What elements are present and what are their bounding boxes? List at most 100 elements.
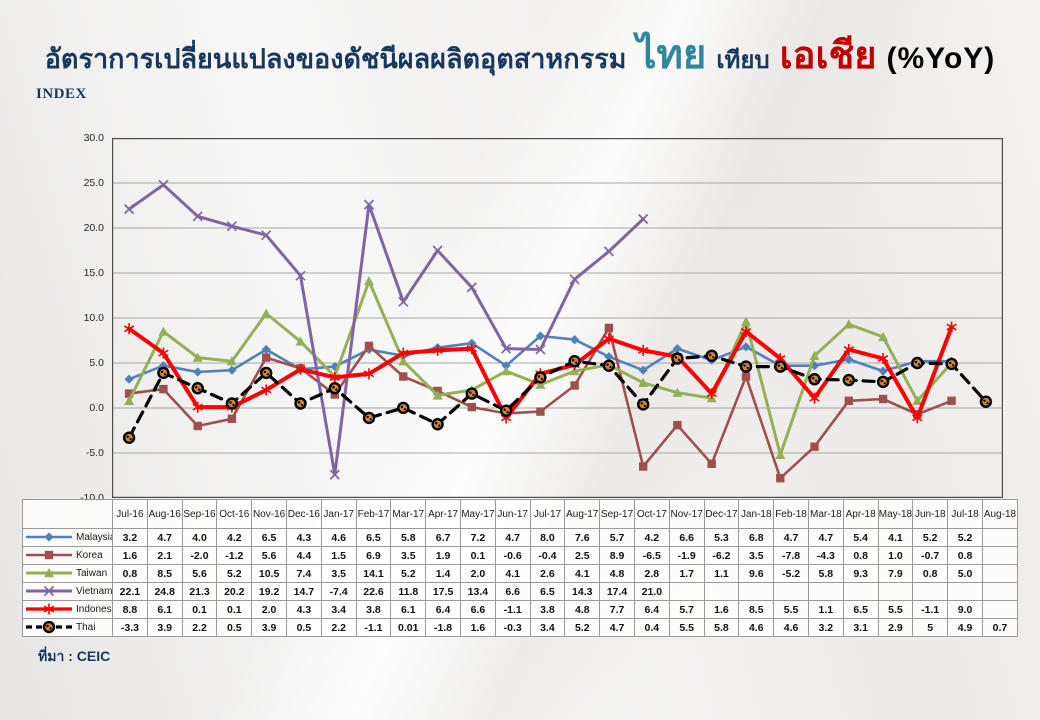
month-header-cell: Sep-17 [599,499,635,529]
value-cell [703,582,740,601]
value-cell: 2.2 [320,618,357,637]
value-cell: -5.2 [773,564,809,583]
value-cell: 4.7 [773,528,809,547]
value-cell: 6.5 [842,600,879,619]
legend-cell-korea: Korea [22,546,113,565]
value-cell: 4.0 [181,528,218,547]
value-cell: 6.6 [668,528,705,547]
value-cell: 8.9 [599,546,635,565]
value-cell: 6.9 [355,546,392,565]
value-cell: 17.5 [425,582,461,601]
title-yoy-unit: (%YoY) [886,42,996,75]
value-cell: 3.1 [842,618,879,637]
value-cell: 11.8 [390,582,427,601]
value-cell: 8.5 [146,564,183,583]
value-cell: -1.2 [216,546,253,565]
series-taiwan [124,276,957,459]
value-cell: 1.0 [877,546,914,565]
value-cell: -6.5 [633,546,670,565]
value-cell: -3.3 [112,618,148,637]
value-cell: 5.6 [181,564,218,583]
value-cell: 0.5 [285,618,322,637]
value-cell: 4.3 [285,600,322,619]
month-header-cell: Dec-16 [285,499,322,529]
value-cell: 5.8 [390,528,427,547]
series-thai [122,349,993,444]
value-cell: 5.0 [947,564,983,583]
value-cell: 5.2 [216,564,253,583]
y-axis-tick: 25.0 [83,177,104,189]
value-cell: -0.6 [494,546,531,565]
legend-swatch-taiwan [26,568,72,578]
value-cell: 6.6 [494,582,531,601]
value-cell: 14.1 [355,564,392,583]
value-cell: 1.4 [425,564,461,583]
value-cell: 0.5 [216,618,253,637]
value-cell: 1.5 [320,546,357,565]
value-cell: 5.5 [668,618,705,637]
series-name: Malaysia [76,532,113,543]
value-cell: -1.9 [668,546,705,565]
value-cell: 3.8 [355,600,392,619]
value-cell [842,582,879,601]
legend-swatch-vietnam [26,585,72,597]
value-cell: -1.1 [355,618,392,637]
value-cell: 3.9 [251,618,287,637]
value-cell: -2.0 [181,546,218,565]
value-cell [738,582,775,601]
y-axis-tick: -5.0 [85,447,104,459]
table-row-korea: Korea 1.6 2.1 -2.0 -1.2 5.6 4.4 1.5 6.9 3.5 1.9 0.1… [22,546,1019,565]
month-header-cell: Nov-16 [251,499,287,529]
legend-swatch-indonesia [26,603,72,615]
series-name: Vietnam [76,586,113,597]
value-cell: 4.2 [216,528,253,547]
value-cell [912,582,949,601]
month-header-cell: May-18 [877,499,914,529]
series-name: Taiwan [76,568,108,579]
value-cell: 17.4 [599,582,635,601]
value-cell: 2.8 [633,564,670,583]
value-cell: 9.6 [738,564,775,583]
value-cell: 3.5 [738,546,775,565]
value-cell: 1.6 [703,600,740,619]
value-cell: 2.2 [181,618,218,637]
month-header-cell: Jan-17 [320,499,357,529]
value-cell: 2.0 [459,564,496,583]
value-cell [981,564,1019,583]
value-cell: 0.1 [181,600,218,619]
month-header-cell: Jun-18 [912,499,949,529]
value-cell: 6.8 [738,528,775,547]
value-cell [773,582,809,601]
value-cell: -0.4 [529,546,566,565]
month-header-cell: Jul-18 [947,499,983,529]
value-cell: 3.4 [529,618,566,637]
value-cell: 4.7 [146,528,183,547]
value-cell [947,582,983,601]
value-cell: 14.7 [285,582,322,601]
value-cell [877,582,914,601]
legend-cell-thai: Thai [22,618,113,637]
legend-swatch-korea [26,550,72,560]
value-cell: 7.2 [459,528,496,547]
value-cell: 14.3 [564,582,601,601]
value-cell: 8.0 [529,528,566,547]
value-cell: 0.8 [842,546,879,565]
value-cell: 4.4 [285,546,322,565]
plot-border [112,138,1003,498]
value-cell: 4.8 [599,564,635,583]
value-cell: 7.9 [877,564,914,583]
value-cell: 4.7 [599,618,635,637]
value-cell: 5.6 [251,546,287,565]
value-cell: 6.5 [529,582,566,601]
value-cell: 6.7 [425,528,461,547]
legend-cell-indonesia: Indonesia [22,600,113,619]
month-header-cell: Oct-17 [633,499,670,529]
month-header-cell: Jun-17 [494,499,531,529]
title-versus-word: เทียบ [716,47,770,74]
value-cell: -4.3 [807,546,844,565]
month-header-cell: Apr-17 [425,499,461,529]
value-cell: 21.3 [181,582,218,601]
value-cell: -0.3 [494,618,531,637]
value-cell: 7.7 [599,600,635,619]
series-name: Korea [76,550,103,561]
